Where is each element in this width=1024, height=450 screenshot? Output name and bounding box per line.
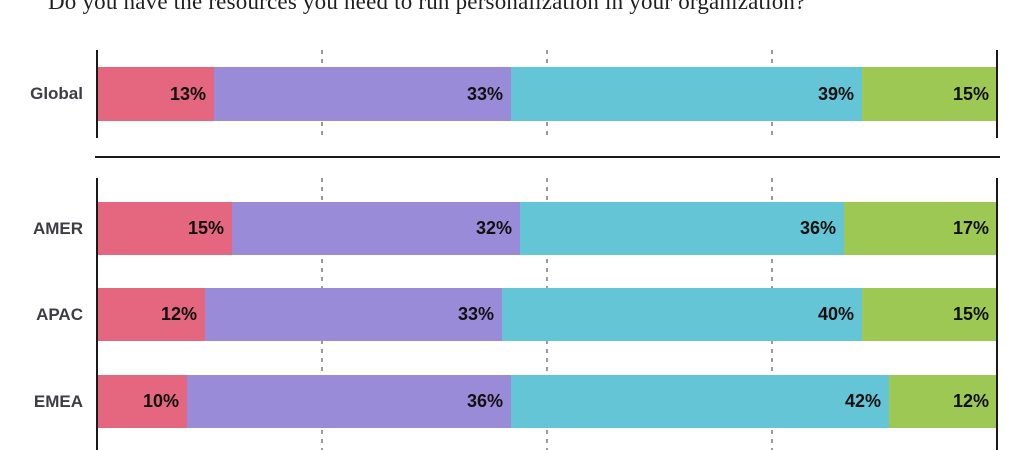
- bar-segment-1: 10%: [97, 375, 187, 428]
- panel-separator: [95, 156, 1000, 158]
- panel-global: Global 13% 33% 39% 15%: [30, 50, 998, 138]
- segment-value-label: 39%: [817, 83, 854, 104]
- bar-segment-2: 33%: [205, 288, 502, 341]
- segment-value-label: 13%: [169, 83, 206, 104]
- bar-segment-4: 17%: [844, 202, 997, 255]
- bar-row-amer: 15% 32% 36% 17%: [97, 202, 997, 255]
- chart-title: Do you have the resources you need to ru…: [48, 0, 806, 14]
- segment-value-label: 32%: [475, 218, 512, 238]
- row-label-global: Global: [30, 84, 83, 103]
- bar-segment-1: 12%: [97, 288, 205, 341]
- segment-value-label: 36%: [799, 218, 836, 238]
- right-axis-line: [996, 50, 998, 138]
- bar-segment-4: 15%: [862, 288, 997, 341]
- segment-value-label: 33%: [466, 83, 503, 104]
- row-label-emea: EMEA: [33, 391, 83, 411]
- bar-segment-4: 15%: [862, 67, 997, 121]
- bar-row-emea: 10% 36% 42% 12%: [97, 375, 997, 428]
- row-label-apac: APAC: [36, 304, 83, 324]
- bar-segment-2: 36%: [187, 375, 511, 428]
- segment-value-label: 12%: [952, 391, 989, 411]
- bar-segment-2: 33%: [214, 67, 511, 121]
- bar-row-apac: 12% 33% 40% 15%: [97, 288, 997, 341]
- bar-segment-3: 36%: [520, 202, 844, 255]
- bar-segment-2: 32%: [232, 202, 520, 255]
- segment-value-label: 17%: [952, 218, 989, 238]
- row-label-amer: AMER: [32, 218, 83, 238]
- left-axis-line: [96, 178, 98, 450]
- left-axis-line: [96, 50, 98, 138]
- bar-segment-3: 42%: [511, 375, 889, 428]
- segment-value-label: 15%: [952, 304, 989, 324]
- segment-value-label: 33%: [457, 304, 494, 324]
- bar-segment-3: 40%: [502, 288, 862, 341]
- bar-segment-1: 13%: [97, 67, 214, 121]
- panel-regions: AMER 15% 32% 36% 17% APAC 12% 33% 40% 15% EMEA 10% 3…: [33, 178, 998, 450]
- segment-value-label: 10%: [142, 391, 179, 411]
- segment-value-label: 12%: [160, 304, 197, 324]
- bar-row-global: 13% 33% 39% 15%: [97, 67, 997, 121]
- segment-value-label: 42%: [844, 391, 881, 411]
- bar-segment-3: 39%: [511, 67, 862, 121]
- segment-value-label: 15%: [952, 83, 989, 104]
- bar-segment-4: 12%: [889, 375, 997, 428]
- segment-value-label: 36%: [466, 391, 503, 411]
- segment-value-label: 15%: [187, 218, 224, 238]
- segment-value-label: 40%: [817, 304, 854, 324]
- bar-segment-1: 15%: [97, 202, 232, 255]
- right-axis-line: [996, 178, 998, 450]
